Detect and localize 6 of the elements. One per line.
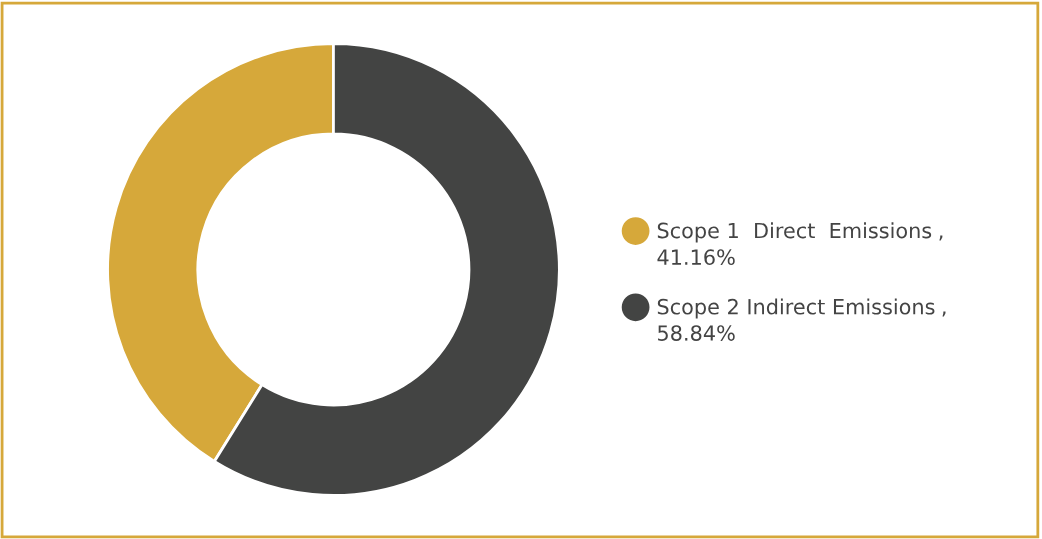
data-label: 41.16% [657,249,735,266]
text: , [939,235,943,241]
legend-label: Scope 1 Direct Emissions [657,222,932,243]
text: , [942,311,946,317]
data-label: 58.84% [658,325,735,341]
legend-label: Scope 2 Indirect Emissions [657,298,935,319]
